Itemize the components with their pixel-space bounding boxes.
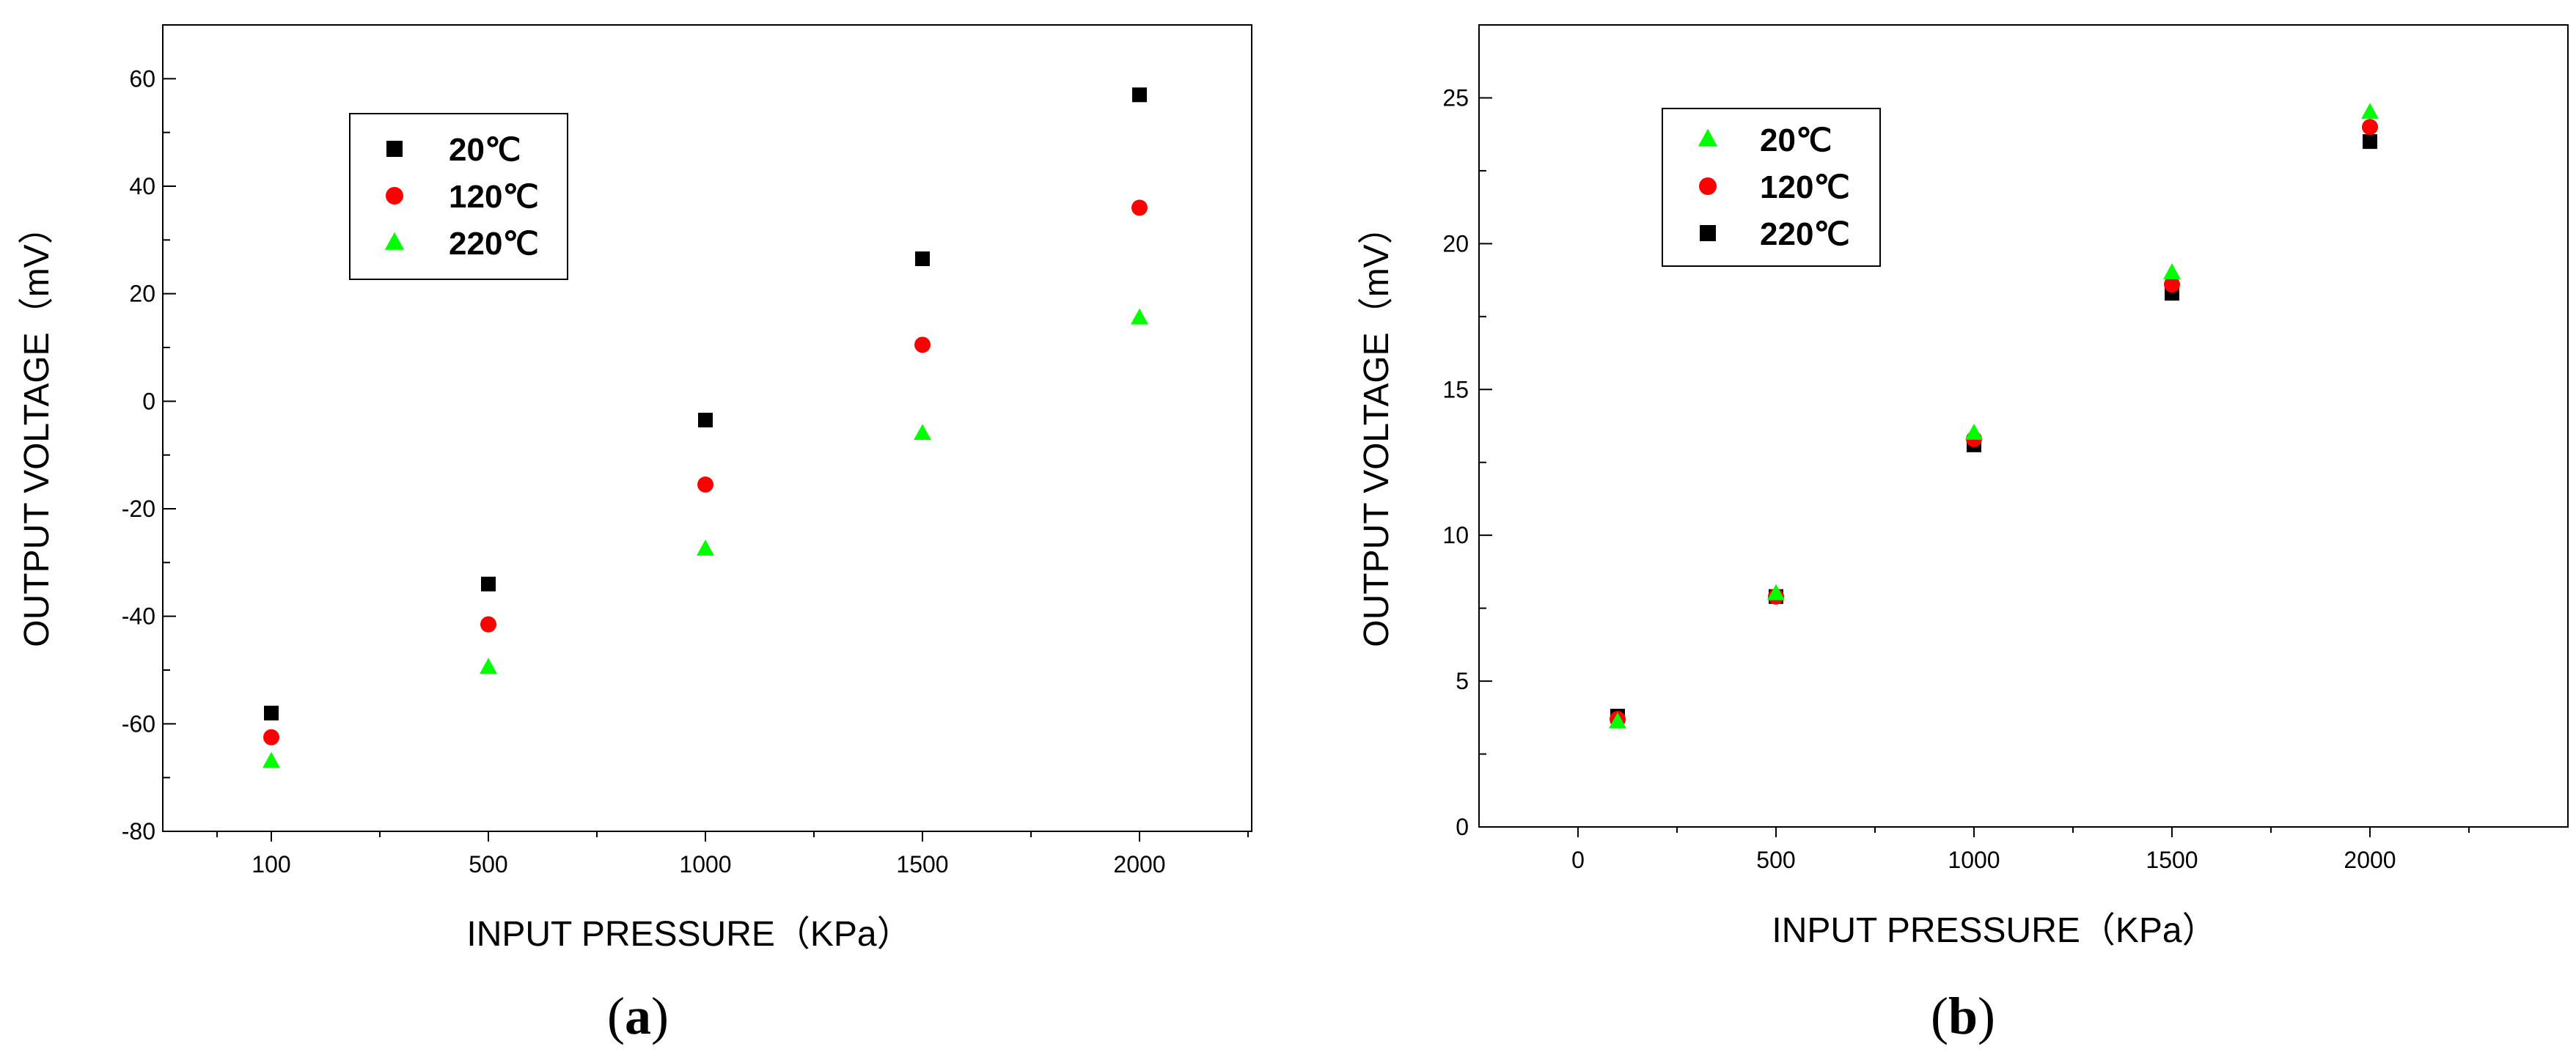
data-point-triangle [1965, 423, 1983, 440]
y-tick-label: 25 [1442, 84, 1469, 111]
x-axis-label: INPUT PRESSURE（KPa） [466, 915, 911, 954]
legend-marker-square [386, 141, 403, 157]
legend-marker-circle [386, 187, 403, 205]
data-points [263, 87, 1148, 768]
y-tick-label: 40 [129, 173, 155, 199]
y-axis-ticks: 0 5 10 15 20 25 [1442, 24, 1492, 840]
data-point-triangle [480, 658, 497, 674]
data-point-triangle [1131, 308, 1148, 325]
data-point-triangle [914, 424, 931, 441]
legend-label: 20℃ [1760, 122, 1832, 158]
data-point-circle [914, 336, 931, 353]
y-tick-label: -80 [122, 818, 155, 845]
y-tick-label: 15 [1442, 376, 1469, 402]
x-axis-label: INPUT PRESSURE（KPa） [1772, 911, 2217, 950]
y-tick-label: 20 [1442, 230, 1469, 257]
data-point-square [481, 576, 496, 592]
data-point-triangle [1767, 584, 1785, 600]
data-point-triangle [263, 751, 280, 768]
y-axis-label: OUTPUT VOLTAGE（mV） [18, 209, 56, 647]
data-point-square [2363, 134, 2377, 150]
y-tick-label: 0 [142, 388, 155, 414]
data-point-square [915, 251, 930, 266]
legend-marker-circle [1699, 177, 1717, 195]
x-tick-label: 2000 [1113, 851, 1165, 878]
y-tick-label: 20 [129, 281, 155, 307]
data-point-square [1132, 87, 1147, 103]
legend-marker-square [1700, 225, 1716, 241]
data-point-circle [2362, 119, 2378, 136]
x-tick-label: 1500 [896, 851, 948, 878]
data-point-circle [480, 616, 496, 633]
legend-label: 220℃ [449, 226, 539, 262]
data-point-circle [2164, 276, 2180, 293]
data-point-circle [697, 477, 713, 493]
legend-box [1662, 108, 1881, 267]
x-tick-label: 1000 [1948, 847, 2000, 873]
legend: 20℃ 120℃ 220℃ [1662, 108, 1881, 267]
x-tick-label: 2000 [2344, 847, 2396, 873]
y-tick-label: -20 [122, 496, 155, 522]
legend-label: 20℃ [449, 132, 521, 168]
panel-label: (b) [1931, 987, 1995, 1045]
legend-marker-triangle [384, 232, 405, 250]
data-points [1609, 103, 2379, 729]
y-tick-label: 5 [1456, 668, 1469, 694]
y-tick-label: -40 [122, 603, 155, 630]
plot-frame [162, 24, 1252, 832]
legend-label: 220℃ [1760, 216, 1850, 252]
x-axis-ticks: 100 500 1000 1500 2000 [216, 831, 1249, 878]
plot-frame [1478, 24, 2569, 828]
legend-marker-triangle [1698, 128, 1718, 147]
data-point-circle [1131, 199, 1148, 216]
x-tick-label: 500 [1756, 847, 1795, 873]
x-tick-label: 100 [252, 851, 290, 878]
y-tick-label: 0 [1456, 814, 1469, 840]
x-tick-label: 0 [1571, 847, 1585, 873]
y-tick-label: -60 [122, 710, 155, 737]
x-axis-ticks: 0 500 1000 1500 2000 [1571, 827, 2470, 873]
data-point-square [264, 705, 279, 721]
legend: 20℃ 120℃ 220℃ [349, 113, 568, 280]
panel-a-chart: 60 40 20 0 -20 -40 -60 -80 100 500 1000 1500 2000 O… [18, 24, 1252, 1045]
panel-label: (a) [607, 987, 669, 1045]
x-tick-label: 1500 [2146, 847, 2198, 873]
y-tick-label: 10 [1442, 522, 1469, 548]
x-tick-label: 1000 [679, 851, 731, 878]
panel-b-chart: 0 5 10 15 20 25 0 500 1000 1500 2000 OUTPUT VOLTA… [1357, 24, 2569, 1045]
y-axis-ticks: 60 40 20 0 -20 -40 -60 -80 [122, 24, 176, 845]
data-point-triangle [1609, 712, 1626, 729]
data-point-triangle [2361, 103, 2379, 119]
data-point-triangle [2163, 263, 2181, 279]
data-point-square [698, 413, 713, 427]
y-tick-label: 60 [129, 65, 155, 92]
x-tick-label: 500 [469, 851, 507, 878]
y-axis-label: OUTPUT VOLTAGE（mV） [1357, 209, 1396, 647]
data-point-triangle [697, 539, 714, 556]
legend-label: 120℃ [1760, 169, 1850, 205]
data-point-circle [263, 729, 279, 746]
legend-label: 120℃ [449, 179, 539, 215]
